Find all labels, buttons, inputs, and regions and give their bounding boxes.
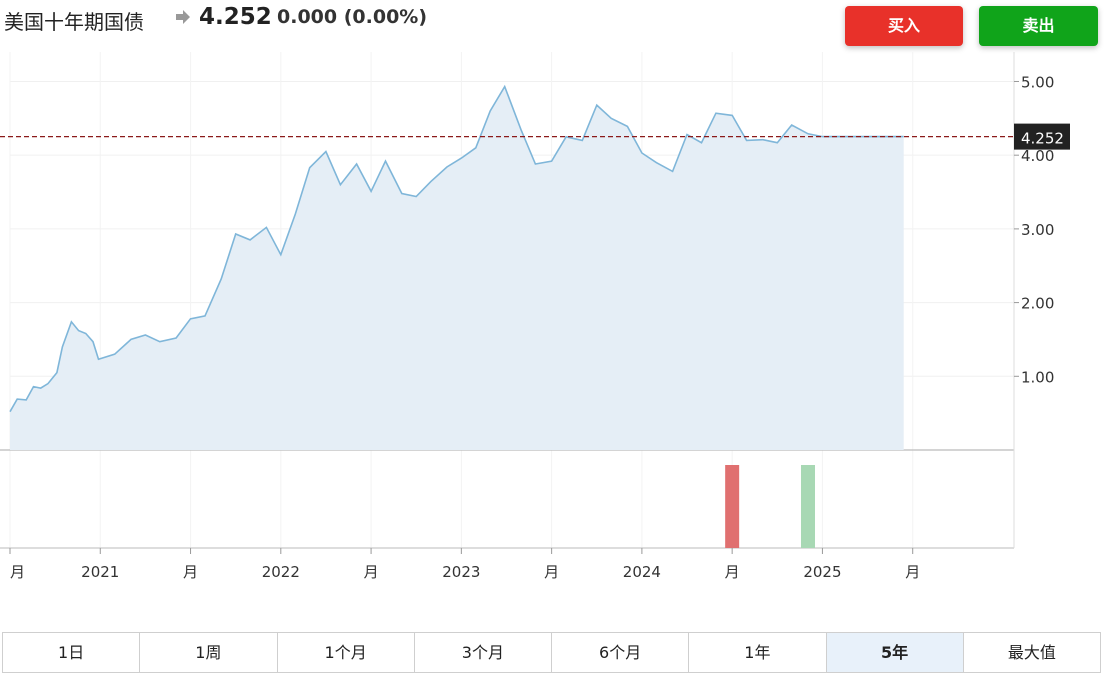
y-tick-label: 1.00 (1021, 368, 1054, 386)
range-button-5[interactable]: 1年 (689, 633, 827, 672)
range-button-7[interactable]: 最大值 (963, 633, 1100, 672)
x-tick-label: 月 (364, 563, 379, 581)
price-line (9, 84, 904, 413)
current-price-label-bg (1014, 123, 1070, 150)
x-tick-label: 月 (725, 563, 740, 581)
current-price: 4.252 (199, 4, 272, 30)
x-tick-label: 2024 (623, 563, 661, 581)
sell-button[interactable]: 卖出 (979, 6, 1098, 46)
header: 美国十年期国债 4.252 0.000 (0.00%) 买入 卖出 (0, 0, 1104, 46)
y-axis: 1.00 2.00 3.00 4.00 5.00 (1014, 73, 1054, 386)
price-change: 0.000 (0.00%) (277, 6, 427, 28)
x-tick-label: 2023 (442, 563, 480, 581)
current-price-marker: 4.252 (0, 123, 1070, 150)
range-button-3[interactable]: 3个月 (414, 633, 552, 672)
y-tick-label: 2.00 (1021, 295, 1054, 313)
x-tick-label: 2022 (262, 563, 300, 581)
current-price-label: 4.252 (1021, 130, 1064, 148)
x-tick-label: 月 (544, 563, 559, 581)
price-area (10, 86, 904, 450)
y-tick-label: 4.00 (1021, 147, 1054, 165)
range-button-4[interactable]: 6个月 (552, 633, 690, 672)
y-tick-label: 3.00 (1021, 221, 1054, 239)
x-tick-label: 2021 (81, 563, 119, 581)
right-arrow-icon (176, 10, 190, 24)
x-tick-label: 月 (905, 563, 920, 581)
range-button-2[interactable]: 1个月 (277, 633, 415, 672)
range-button-1[interactable]: 1周 (140, 633, 278, 672)
buy-button[interactable]: 买入 (845, 6, 963, 46)
volume-bar (800, 465, 815, 548)
price-chart[interactable]: 1.00 2.00 3.00 4.00 5.00 4.252 月 2021 月 2022 月 20… (0, 0, 1104, 600)
y-tick-label: 5.00 (1021, 73, 1054, 91)
change-percent: (0.00%) (343, 6, 428, 28)
change-value: 0.000 (277, 6, 338, 28)
x-tick-label: 2025 (803, 563, 841, 581)
time-range-selector: 1日 1周 1个月 3个月 6个月 1年 5年 最大值 (2, 632, 1101, 673)
instrument-title: 美国十年期国债 (4, 10, 144, 34)
x-tick-label: 月 (10, 563, 25, 581)
volume-bar (725, 465, 740, 548)
x-axis: 月 2021 月 2022 月 2023 月 2024 月 2025 月 (9, 548, 920, 581)
x-tick-label: 月 (183, 563, 198, 581)
volume-bars (725, 465, 815, 548)
range-button-0[interactable]: 1日 (3, 633, 141, 672)
range-button-6[interactable]: 5年 (826, 633, 964, 672)
